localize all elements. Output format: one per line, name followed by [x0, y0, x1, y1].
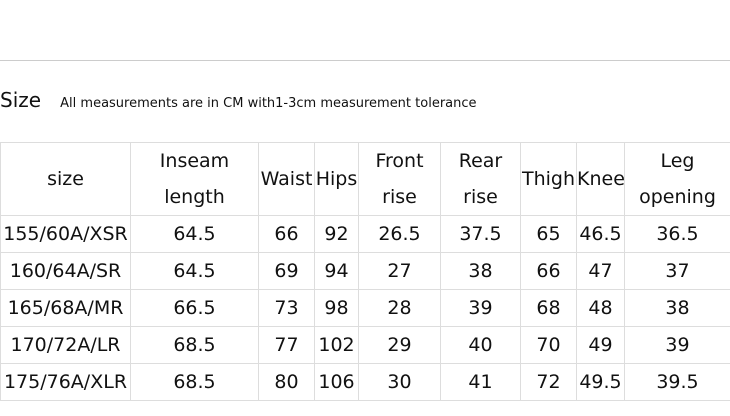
table-cell: 64.5 [130, 215, 259, 253]
column-header-text: Thigh [521, 168, 576, 190]
column-header-text: Front rise [375, 150, 424, 208]
table-cell: 49.5 [576, 363, 625, 401]
column-header: Front rise [358, 142, 441, 216]
table-cell: 70 [520, 326, 577, 364]
table-cell: 38 [440, 252, 521, 290]
column-header-text: Inseam length [159, 150, 230, 208]
column-header-text: Leg opening [639, 150, 716, 208]
table-cell: 68 [520, 289, 577, 327]
table-body: 155/60A/XSR 64.5 66 92 26.5 37.5 65 46.5 36.5 160… [0, 215, 730, 401]
table-cell: 73 [258, 289, 315, 327]
table-cell: 48 [576, 289, 625, 327]
column-header: size [0, 142, 131, 216]
table-cell: 46.5 [576, 215, 625, 253]
table-cell: 65 [520, 215, 577, 253]
subtitle: All measurements are in CM with1-3cm mea… [60, 96, 477, 111]
table-row: 175/76A/XLR 68.5 80 106 30 41 72 49.5 39.5 [0, 363, 730, 401]
table-cell: 106 [314, 363, 359, 401]
table-row: 165/68A/MR 66.5 73 98 28 39 68 48 38 [0, 289, 730, 327]
table-cell: 37 [624, 252, 730, 290]
table-cell: 49 [576, 326, 625, 364]
table-cell: 102 [314, 326, 359, 364]
title: Size [0, 88, 42, 112]
table-cell: 29 [358, 326, 441, 364]
table-cell: 160/64A/SR [0, 252, 131, 290]
table-cell: 38 [624, 289, 730, 327]
table-cell: 36.5 [624, 215, 730, 253]
column-header: Inseam length [130, 142, 259, 216]
column-header: Waist [258, 142, 315, 216]
table-cell: 28 [358, 289, 441, 327]
table-cell: 165/68A/MR [0, 289, 131, 327]
table-cell: 170/72A/LR [0, 326, 131, 364]
table-row: 155/60A/XSR 64.5 66 92 26.5 37.5 65 46.5 36.5 [0, 215, 730, 253]
table-cell: 39 [624, 326, 730, 364]
table-cell: 39.5 [624, 363, 730, 401]
column-header-text: Knee [577, 168, 625, 190]
table-cell: 68.5 [130, 326, 259, 364]
table-cell: 66 [258, 215, 315, 253]
table-cell: 66.5 [130, 289, 259, 327]
table-cell: 98 [314, 289, 359, 327]
table-cell: 68.5 [130, 363, 259, 401]
column-header-text: Waist [260, 168, 313, 190]
table-cell: 26.5 [358, 215, 441, 253]
column-header-text: Hips [315, 168, 358, 190]
table-cell: 40 [440, 326, 521, 364]
table-cell: 39 [440, 289, 521, 327]
column-header: Rear rise [440, 142, 521, 216]
table-cell: 155/60A/XSR [0, 215, 131, 253]
column-header: Hips [314, 142, 359, 216]
column-header: Thigh [520, 142, 577, 216]
table-cell: 47 [576, 252, 625, 290]
table-cell: 80 [258, 363, 315, 401]
size-table: size Inseam length Waist Hips Front rise Rear… [0, 142, 730, 401]
table-row: 160/64A/SR 64.5 69 94 27 38 66 47 37 [0, 252, 730, 290]
header-row: size Inseam length Waist Hips Front rise Rear… [0, 142, 730, 216]
table-cell: 92 [314, 215, 359, 253]
table-cell: 69 [258, 252, 315, 290]
table-cell: 175/76A/XLR [0, 363, 131, 401]
column-header: Knee [576, 142, 625, 216]
column-header-text: Rear rise [458, 150, 503, 208]
divider [0, 60, 730, 61]
column-header-text: size [47, 168, 84, 190]
table-cell: 30 [358, 363, 441, 401]
table-cell: 37.5 [440, 215, 521, 253]
table-cell: 94 [314, 252, 359, 290]
header: Size All measurements are in CM with1-3c… [0, 88, 477, 112]
table-cell: 27 [358, 252, 441, 290]
table-cell: 72 [520, 363, 577, 401]
table-cell: 77 [258, 326, 315, 364]
table-cell: 41 [440, 363, 521, 401]
column-header: Leg opening [624, 142, 730, 216]
table-cell: 66 [520, 252, 577, 290]
table-cell: 64.5 [130, 252, 259, 290]
table-row: 170/72A/LR 68.5 77 102 29 40 70 49 39 [0, 326, 730, 364]
